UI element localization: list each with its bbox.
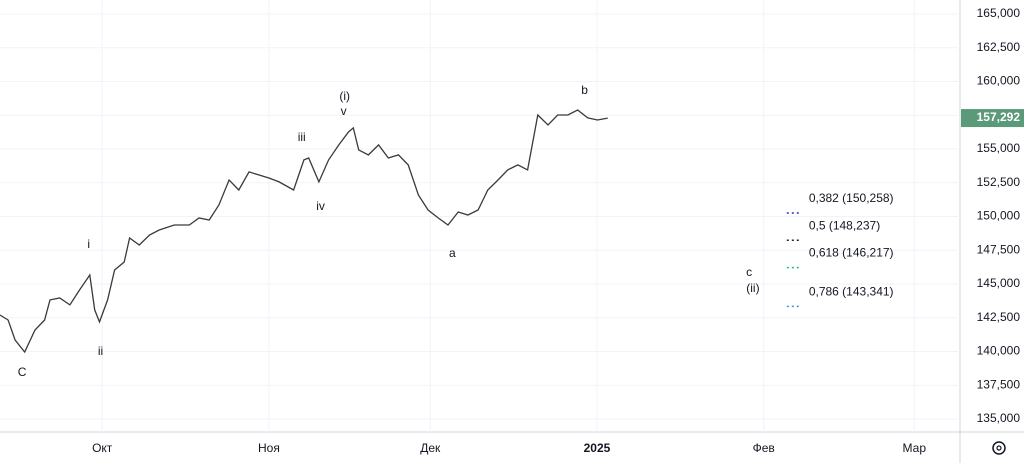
wave-label: b <box>581 83 588 97</box>
x-tick-label: Ноя <box>258 441 280 455</box>
y-tick-label: 142,500 <box>977 310 1021 324</box>
wave-label: v <box>341 104 347 118</box>
y-tick-label: 135,000 <box>977 411 1021 425</box>
wave-label: c <box>746 265 752 279</box>
y-tick-label: 145,000 <box>977 276 1021 290</box>
wave-label: C <box>18 365 27 379</box>
y-tick-label: 155,000 <box>977 141 1021 155</box>
settings-button[interactable] <box>992 441 1006 455</box>
y-tick-label: 165,000 <box>977 6 1021 20</box>
wave-label: iv <box>316 199 325 213</box>
wave-label: (i) <box>339 89 350 103</box>
y-tick-label: 152,500 <box>977 175 1021 189</box>
fib-label: 0,786 (143,341) <box>809 285 894 299</box>
x-tick-label: Дек <box>420 441 441 455</box>
wave-label: (ii) <box>746 281 759 295</box>
price-line <box>0 109 608 354</box>
y-tick-label: 147,500 <box>977 242 1021 256</box>
x-tick-label: Мар <box>903 441 927 455</box>
fib-label: 0,382 (150,258) <box>809 191 894 205</box>
y-tick-label: 137,500 <box>977 377 1021 391</box>
wave-label: ii <box>98 344 103 358</box>
y-tick-label: 160,000 <box>977 74 1021 88</box>
x-tick-label: Окт <box>92 441 113 455</box>
gear-icon[interactable] <box>992 441 1006 455</box>
fib-label: 0,5 (148,237) <box>809 218 880 232</box>
y-tick-label: 150,000 <box>977 209 1021 223</box>
fib-label: 0,618 (146,217) <box>809 246 894 260</box>
wave-label: a <box>449 246 456 260</box>
y-tick-label: 140,000 <box>977 344 1021 358</box>
wave-label: iii <box>298 130 306 144</box>
y-tick-label: 162,500 <box>977 40 1021 54</box>
gear-core[interactable] <box>996 445 1002 451</box>
x-tick-label: Фев <box>753 441 775 455</box>
last-price-tag <box>961 109 1024 128</box>
x-tick-label: 2025 <box>584 441 611 455</box>
grid <box>0 0 960 432</box>
wave-label: i <box>87 237 90 251</box>
last-price-label: 157,292 <box>977 110 1021 124</box>
